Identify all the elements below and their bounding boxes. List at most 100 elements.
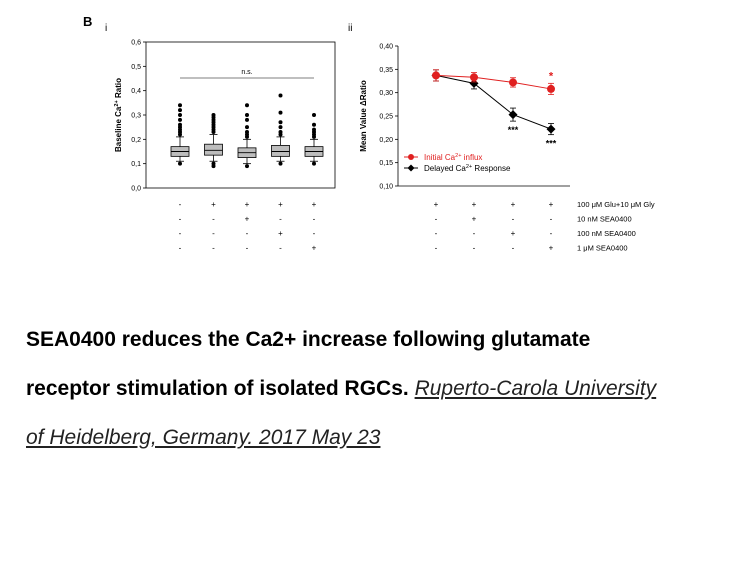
- figure: B i ii 0,0 0,1 0,2 0,3 0,4 0,5 0,6 Baseline Ca2…: [83, 14, 655, 253]
- significance-stars: ***: [546, 139, 557, 149]
- y-axis-label: Baseline Ca2+ Ratio: [114, 78, 123, 152]
- y-tick-label: 0,10: [379, 184, 393, 191]
- condition-symbol: -: [246, 244, 249, 253]
- significance-stars: ***: [508, 125, 519, 135]
- source-link-continued[interactable]: of Heidelberg, Germany. 2017 May 23: [26, 426, 381, 449]
- y-tick-label: 0,0: [131, 186, 141, 193]
- significance-stars: *: [549, 70, 554, 82]
- condition-symbol: -: [313, 215, 316, 224]
- condition-symbol: -: [550, 215, 553, 224]
- outlier-point: [245, 125, 249, 130]
- panel-ii-label: ii: [348, 23, 352, 34]
- outlier-point: [178, 108, 182, 113]
- outlier-point: [245, 103, 249, 108]
- condition-symbol: +: [434, 200, 439, 209]
- y-tick-label: 0,3: [131, 113, 141, 120]
- outlier-point: [278, 125, 283, 130]
- y-tick-label: 0,6: [131, 40, 141, 47]
- box-chart: 0,0 0,1 0,2 0,3 0,4 0,5 0,6 Baseline Ca2+ Ratio…: [114, 40, 336, 253]
- condition-symbol: +: [472, 215, 477, 224]
- caption-title-part1: SEA0400 reduces the Ca2+ increase follow…: [26, 328, 591, 351]
- condition-symbol: -: [313, 229, 316, 238]
- y-tick-label: 0,30: [379, 90, 393, 97]
- condition-symbol: -: [212, 215, 215, 224]
- source-link[interactable]: Ruperto-Carola University: [414, 377, 657, 400]
- condition-symbol: -: [435, 244, 438, 253]
- y-tick-label: 0,20: [379, 137, 393, 144]
- condition-symbol: +: [278, 200, 283, 209]
- caption-title-part2: receptor stimulation of isolated RGCs.: [26, 377, 409, 400]
- condition-symbol: -: [179, 215, 182, 224]
- condition-symbol: -: [512, 215, 515, 224]
- legend-marker: [408, 154, 414, 160]
- outlier-point: [278, 161, 283, 166]
- condition-symbol: -: [473, 244, 476, 253]
- box: [271, 145, 290, 157]
- caption-line-1: SEA0400 reduces the Ca2+ increase follow…: [26, 328, 756, 352]
- condition-symbol: +: [312, 200, 317, 209]
- panel-i-label: i: [105, 23, 107, 34]
- data-point-circle: [547, 84, 555, 93]
- series-line: [435, 74, 552, 90]
- outlier-point: [278, 93, 283, 98]
- condition-symbol: +: [245, 215, 250, 224]
- condition-symbol: +: [472, 200, 477, 209]
- condition-symbol: +: [211, 200, 216, 209]
- condition-symbol: -: [279, 215, 282, 224]
- condition-symbol: -: [435, 229, 438, 238]
- data-point-diamond: [469, 78, 479, 88]
- condition-symbol: -: [246, 229, 249, 238]
- outlier-point: [178, 113, 182, 117]
- condition-label: 100 μM Glu+10 μM Gly: [577, 200, 655, 209]
- condition-symbol: +: [549, 244, 554, 253]
- panel-letter: B: [83, 14, 92, 29]
- caption-line-2: receptor stimulation of isolated RGCs. R…: [26, 377, 756, 401]
- legend-entry: Delayed Ca2+ Response: [424, 164, 511, 173]
- y-tick-label: 0,35: [379, 67, 393, 74]
- condition-symbol: +: [312, 244, 317, 253]
- significance-label: n.s.: [241, 69, 252, 76]
- condition-symbol: +: [511, 200, 516, 209]
- condition-symbol: +: [278, 229, 283, 238]
- data-point-circle: [470, 73, 478, 82]
- plot-frame: [145, 41, 336, 189]
- y-tick-label: 0,15: [379, 160, 393, 167]
- outlier-point: [312, 113, 316, 117]
- condition-symbol: -: [435, 215, 438, 224]
- line-chart: 0,10 0,15 0,20 0,25 0,30 0,35 0,40 Mean Value Δ…: [359, 44, 655, 253]
- condition-symbol: -: [550, 229, 553, 238]
- outlier-point: [178, 161, 182, 166]
- condition-symbol: -: [212, 244, 215, 253]
- outlier-point: [178, 117, 182, 122]
- condition-symbol: -: [179, 229, 182, 238]
- outlier-point: [211, 161, 216, 166]
- outlier-point: [178, 122, 182, 127]
- condition-label: 10 nM SEA0400: [577, 215, 632, 224]
- y-tick-label: 0,1: [131, 161, 141, 168]
- outlier-point: [312, 161, 316, 166]
- y-tick-label: 0,25: [379, 114, 393, 121]
- data-point-circle: [509, 78, 517, 87]
- legend-entry: Initial Ca2+ influx: [424, 153, 482, 162]
- outlier-point: [312, 122, 316, 127]
- condition-symbol: -: [212, 229, 215, 238]
- condition-symbol: -: [179, 200, 182, 209]
- condition-symbol: -: [179, 244, 182, 253]
- condition-symbol: -: [279, 244, 282, 253]
- series-line: [435, 74, 552, 130]
- data-point-diamond: [508, 110, 518, 120]
- y-tick-label: 0,4: [131, 88, 141, 95]
- condition-label: 100 nM SEA0400: [577, 229, 636, 238]
- outlier-point: [278, 130, 283, 135]
- outlier-point: [278, 110, 283, 115]
- outlier-point: [211, 113, 216, 117]
- caption-line-3: of Heidelberg, Germany. 2017 May 23: [26, 426, 756, 450]
- y-axis-label: Mean Value ΔRatio: [359, 80, 368, 152]
- condition-symbol: +: [549, 200, 554, 209]
- outlier-point: [245, 164, 249, 169]
- box: [204, 143, 223, 156]
- y-tick-label: 0,5: [131, 64, 141, 71]
- legend-marker: [407, 164, 415, 172]
- outlier-point: [245, 117, 249, 122]
- outlier-point: [278, 120, 283, 125]
